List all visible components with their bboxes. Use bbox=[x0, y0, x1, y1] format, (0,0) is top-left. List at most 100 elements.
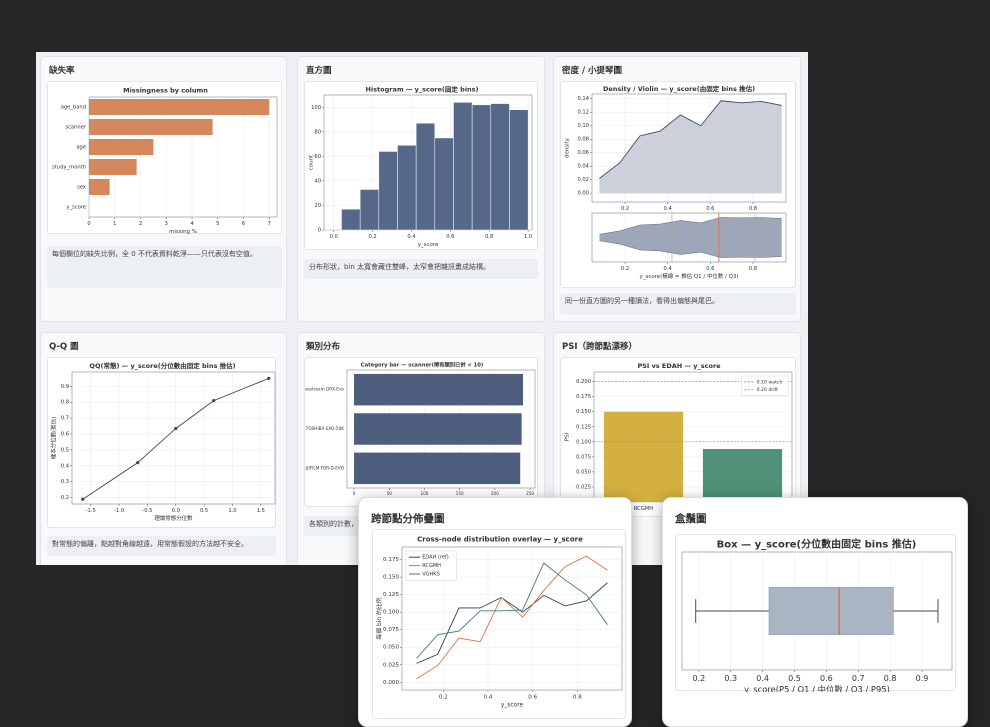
y-tick-label: 0.00 bbox=[577, 191, 589, 197]
y-tick-label: 0.125 bbox=[383, 592, 399, 598]
x-tick-label: 0.8 bbox=[749, 206, 757, 212]
x-axis-label: y_score bbox=[418, 242, 439, 248]
x-tick-label: -1.5 bbox=[86, 508, 96, 514]
y-tick-label: 60 bbox=[314, 154, 321, 160]
x-tick-label: 1.5 bbox=[257, 508, 265, 514]
x-axis-label: 理論常態分位數 bbox=[154, 514, 193, 522]
x-tick-label: 0.6 bbox=[706, 206, 714, 212]
chart-box: Cross-node distribution overlay — y_scor… bbox=[372, 529, 626, 719]
histogram-bar bbox=[359, 189, 380, 231]
plot-frame bbox=[71, 371, 276, 505]
chart: Cross-node distribution overlay — y_scor… bbox=[375, 536, 623, 709]
x-tick-label: -1.0 bbox=[114, 508, 124, 514]
x-tick-label: 0.4 bbox=[664, 206, 673, 212]
x-tick-label: 0.4 bbox=[484, 694, 493, 700]
caption: 每個欄位的缺失比例，全 0 不代表資料乾淨——只代表沒有空值。 bbox=[47, 246, 282, 288]
y-tick-label: 0.025 bbox=[576, 484, 591, 490]
caption: 分布形狀，bin 太寬會藏住雙峰，太窄會把雜訊畫成結構。 bbox=[304, 259, 538, 279]
x-tick-label: 0.4 bbox=[664, 266, 673, 272]
chart-box: Missingness by column 0 1 2 3 4 5 6 7 missing % ag… bbox=[47, 81, 282, 235]
y-tick-label: 0.050 bbox=[576, 469, 591, 475]
y-tick-label: 0.6 bbox=[61, 432, 69, 438]
x-axis-label: y_score(P5 / Q1 / 中位數 / Q3 / P95) bbox=[744, 685, 890, 693]
card: 跨節點分佈疊圖 Cross-node distribution overlay —… bbox=[358, 497, 632, 727]
y-tick-label: y_score bbox=[66, 205, 86, 211]
chart: Density / Violin — y_score(由固定 bins 推估) 0… bbox=[565, 84, 787, 280]
y-tick-label: 0 bbox=[318, 228, 321, 234]
x-tick-label: 0.2 bbox=[621, 206, 629, 212]
bar bbox=[89, 119, 213, 135]
histogram-bar bbox=[453, 102, 473, 231]
dashboard: 缺失率 Missingness by column 0 1 2 3 4 5 6 7 missing … bbox=[36, 52, 808, 565]
y-tick-label: 0.075 bbox=[383, 627, 399, 633]
y-tick-label: 0.125 bbox=[576, 424, 591, 430]
y-axis-label: density bbox=[565, 137, 571, 158]
x-tick-label: 0.0 bbox=[330, 234, 338, 240]
y-tick-label: scanner bbox=[65, 125, 87, 131]
x-tick-label: 0.2 bbox=[621, 266, 629, 272]
chart-box: Histogram — y_score(固定 bins) 0.0 0.2 0.4 0.6… bbox=[304, 81, 538, 250]
y-tick-label: 0.14 bbox=[577, 96, 589, 102]
chart-title: Missingness by column bbox=[123, 87, 208, 95]
y-tick-label: 0.200 bbox=[576, 379, 591, 385]
card-title: 跨節點分佈疊圖 bbox=[371, 513, 445, 525]
y-tick-label: 20 bbox=[314, 203, 321, 209]
point bbox=[212, 399, 216, 403]
y-tick-label: 0.2 bbox=[61, 495, 69, 501]
x-tick-label: 0.7 bbox=[852, 674, 865, 683]
y-axis-label: PSI bbox=[565, 432, 571, 441]
x-tick-label: 3 bbox=[165, 221, 168, 227]
y-tick-label: 0.08 bbox=[577, 137, 589, 143]
y-tick-label: sex bbox=[77, 185, 86, 191]
bar bbox=[603, 411, 684, 502]
x-tick-label: -0.5 bbox=[142, 508, 152, 514]
y-tick-label: 0.4 bbox=[61, 463, 70, 469]
x-tick-label: 4 bbox=[190, 221, 194, 227]
chart-title: PSI vs EDAH — y_score bbox=[637, 362, 721, 370]
legend-label: RCGMH bbox=[422, 563, 441, 569]
y-tick-label: 0.04 bbox=[577, 164, 589, 170]
x-tick-label: 150 bbox=[456, 491, 464, 496]
y-tick-label: 80 bbox=[314, 129, 321, 135]
violin-edge-lower bbox=[599, 240, 782, 258]
card-title: PSI（跨節點漂移） bbox=[562, 342, 638, 352]
x-tick-label: 100 bbox=[420, 491, 428, 496]
y-tick-label: FUJIFILM FDR-D-EVO bbox=[305, 465, 345, 470]
y-tick-label: age_band bbox=[61, 105, 86, 111]
chart: QQ(常態) — y_score(分位數由固定 bins 推估) -1.5 -1.0… bbox=[50, 361, 276, 522]
y-tick-label: 0.8 bbox=[61, 400, 69, 406]
plot-frame bbox=[88, 96, 278, 218]
x-tick-label: 5 bbox=[216, 221, 219, 227]
y-tick-label: 0.12 bbox=[577, 110, 589, 116]
x-tick-label: 0.2 bbox=[693, 674, 706, 683]
x-tick-label: 0.8 bbox=[749, 266, 757, 272]
histogram-bar bbox=[378, 151, 398, 231]
violin-body bbox=[599, 217, 782, 258]
y-tick-label: Carestream DRX-Evo bbox=[305, 387, 344, 392]
y-tick-label: 0.100 bbox=[576, 439, 591, 445]
point bbox=[267, 376, 271, 380]
x-tick-label: 0.0 bbox=[172, 508, 180, 514]
y-tick-label: 0.000 bbox=[383, 680, 399, 686]
bar bbox=[89, 139, 154, 155]
chart: Box — y_score(分位數由固定 bins 推估) 0.2 0.3 0.4 0.… bbox=[681, 538, 953, 693]
chart: PSI vs EDAH — y_score0.0000.0250.0500.07… bbox=[565, 362, 793, 512]
chart: Category bar — scanner(稀有類別已併 < 10) 0 50 10… bbox=[305, 361, 536, 496]
bar bbox=[89, 99, 270, 115]
x-tick-label: 0.4 bbox=[407, 234, 416, 240]
x-tick-label: 0.4 bbox=[756, 674, 769, 683]
chart: Missingness by column 0 1 2 3 4 5 6 7 missing % ag… bbox=[52, 87, 278, 235]
legend-box bbox=[740, 375, 789, 396]
bar bbox=[702, 449, 783, 502]
x-tick-label: 0.3 bbox=[724, 674, 737, 683]
x-tick-label: 0.8 bbox=[485, 234, 493, 240]
x-tick-label: 0.6 bbox=[706, 266, 714, 272]
legend-label: 0.20 drift bbox=[757, 387, 779, 393]
x-tick-label: 200 bbox=[491, 491, 499, 496]
chart-title: Category bar — scanner(稀有類別已併 < 10) bbox=[361, 361, 484, 369]
violin-edge-upper bbox=[599, 217, 782, 235]
legend-label: 0.10 watch bbox=[757, 379, 783, 385]
y-tick-label: 40 bbox=[314, 178, 321, 184]
histogram-bar bbox=[415, 122, 436, 231]
y-tick-label: 0.025 bbox=[383, 662, 399, 668]
